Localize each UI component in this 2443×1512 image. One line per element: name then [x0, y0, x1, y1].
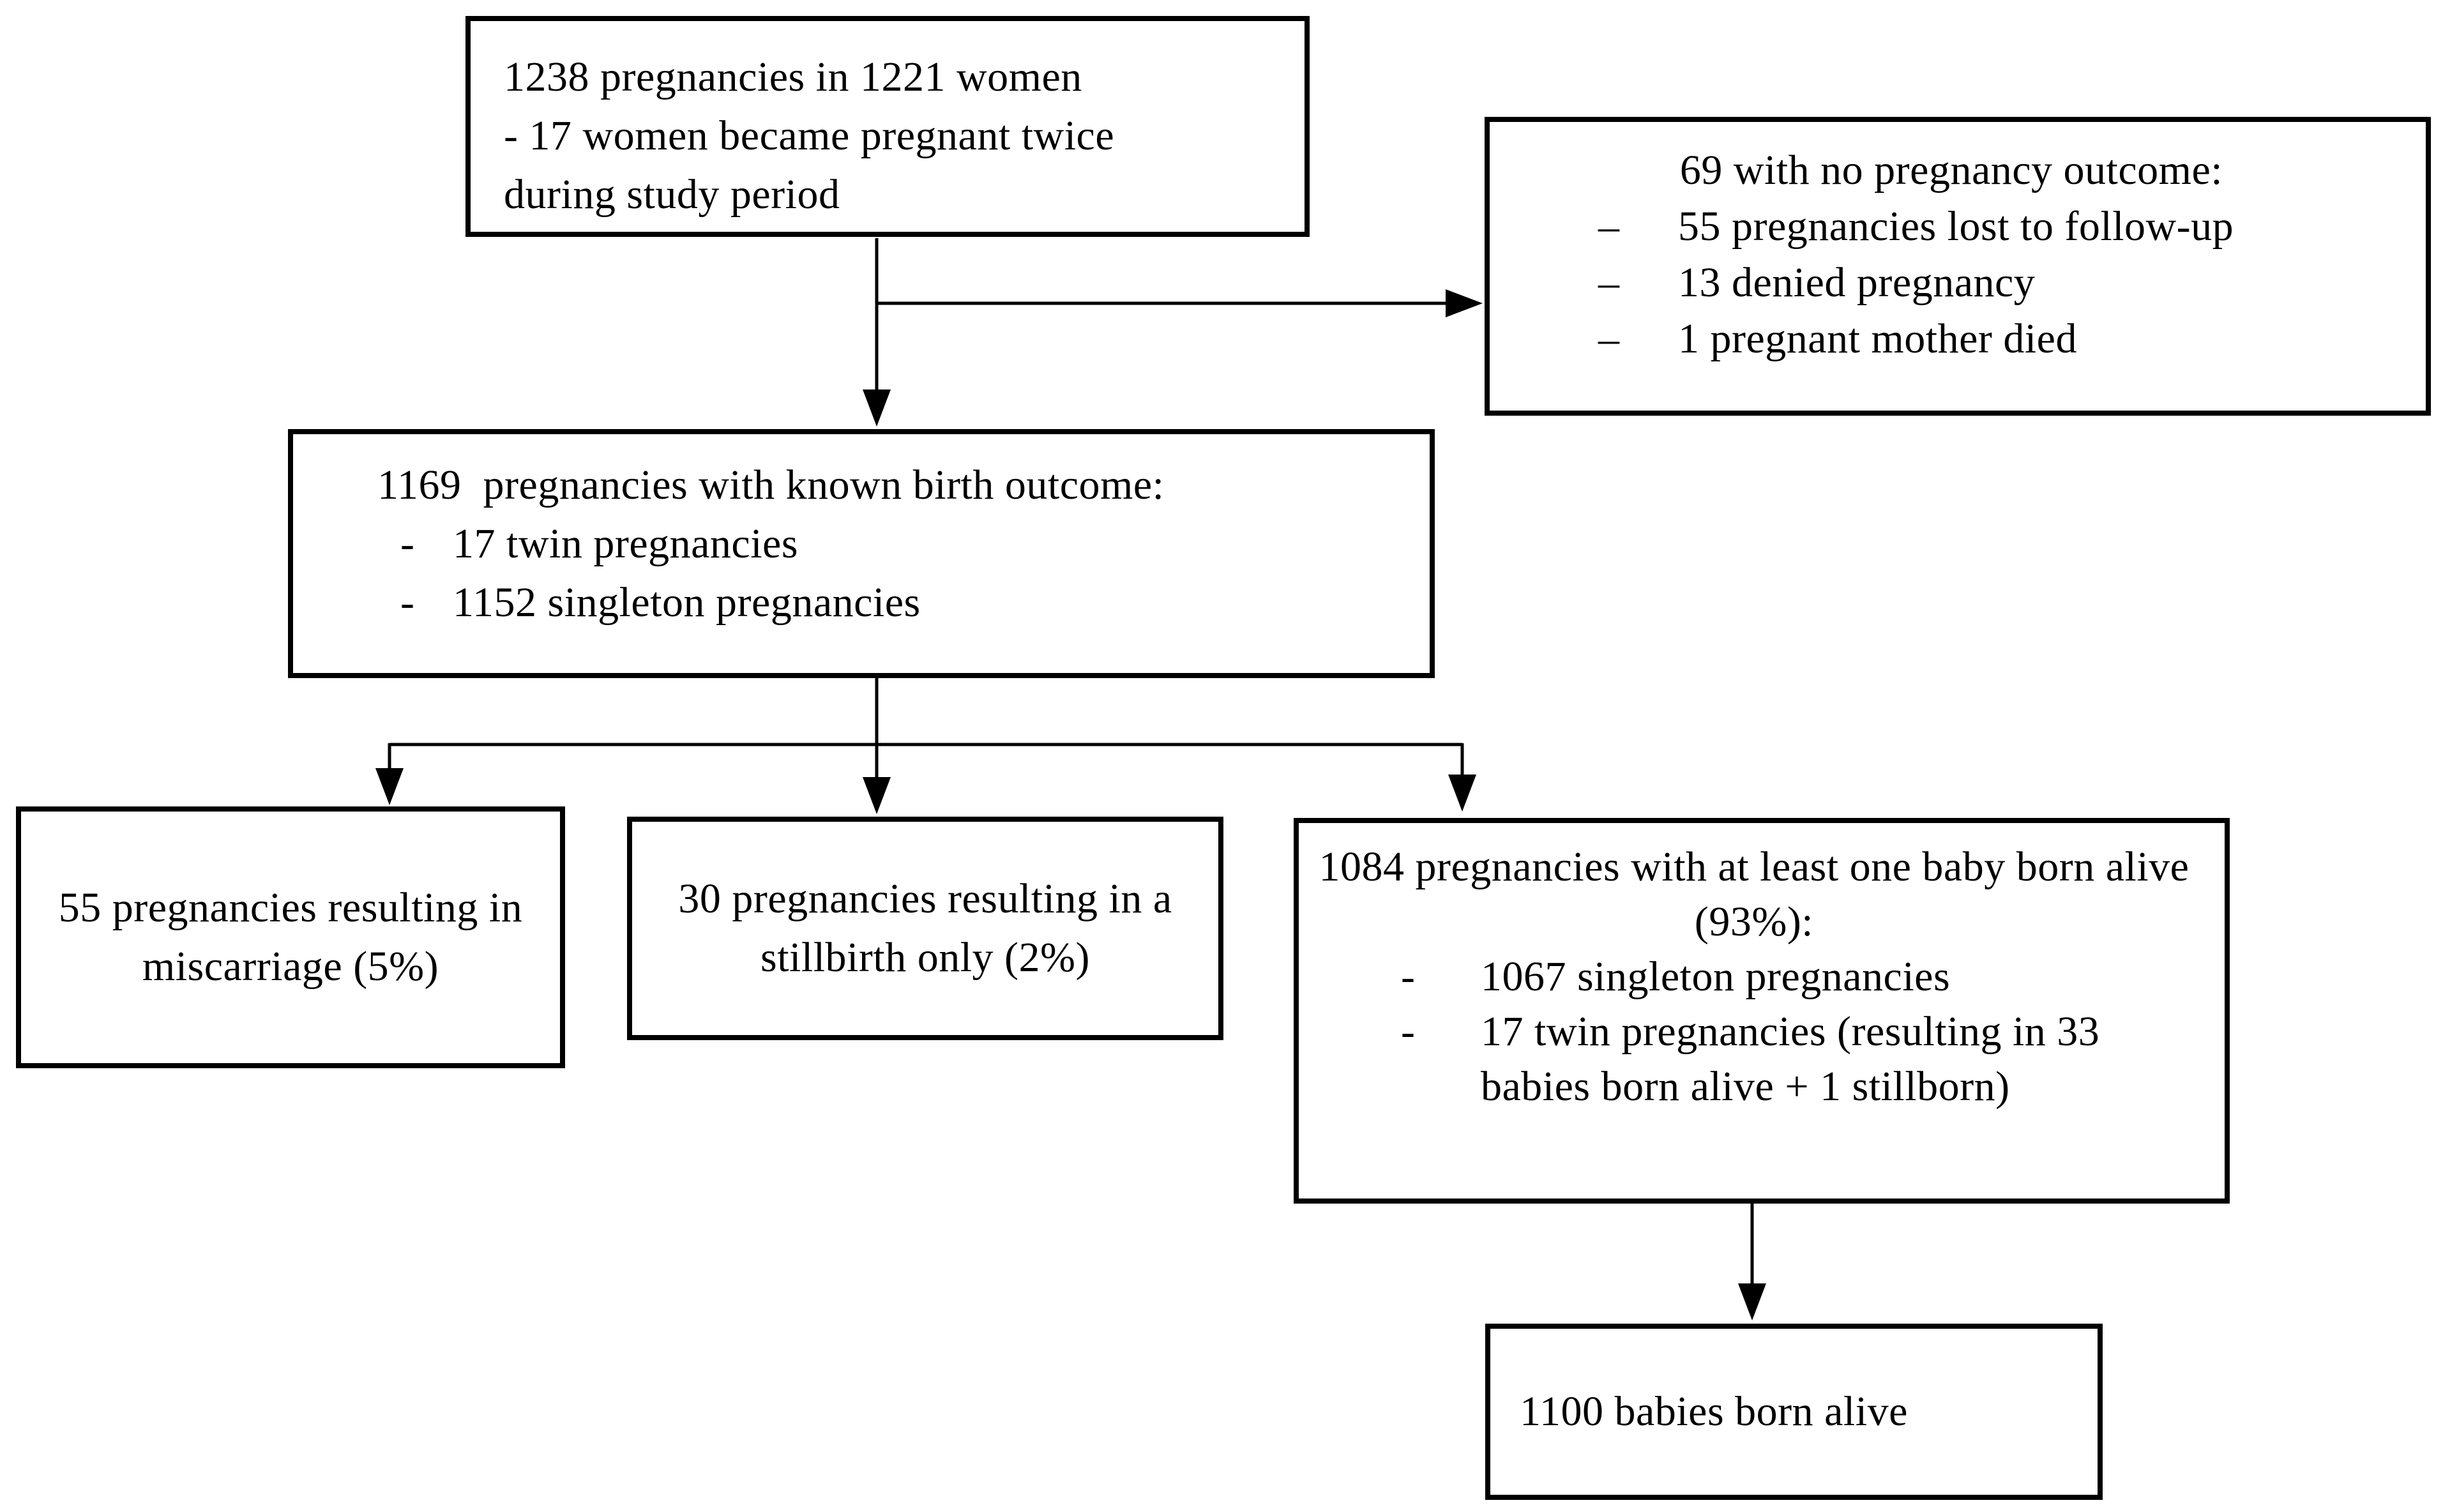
arrowhead-down-known-outcome — [863, 389, 891, 427]
born-alive-item-singleton: - 1067 singleton pregnancies — [1299, 949, 2209, 1004]
box-miscarriage: 55 pregnancies resulting in miscarriage … — [16, 806, 565, 1068]
known-outcome-item-text: 17 twin pregnancies — [453, 520, 799, 567]
known-outcome-item-singleton: - 1152 singleton pregnancies — [293, 573, 1417, 632]
no-outcome-item-mother-died: – 1 pregnant mother died — [1490, 311, 2413, 367]
box-babies-born-alive: 1100 babies born alive — [1485, 1324, 2103, 1500]
arrowhead-down-stillbirth — [863, 777, 891, 814]
born-alive-item-text: 17 twin pregnancies (resulting in 33 bab… — [1481, 1008, 2100, 1110]
box-baby-born-alive: 1084 pregnancies with at least one baby … — [1294, 818, 2230, 1204]
no-outcome-item-text: 13 denied pregnancy — [1678, 259, 2036, 306]
dash-bullet: – — [1598, 203, 1620, 250]
no-outcome-item-denied-pregnancy: – 13 denied pregnancy — [1490, 255, 2413, 311]
initial-line-1: 1238 pregnancies in 1221 women — [504, 54, 1082, 100]
dash-bullet: - — [1401, 953, 1416, 1000]
dash-bullet: - — [1401, 1008, 1416, 1055]
known-outcome-title: 1169 pregnancies with known birth outcom… — [377, 462, 1165, 508]
box-stillbirth-only: 30 pregnancies resulting in a stillbirth… — [627, 817, 1223, 1040]
initial-line-3: during study period — [504, 171, 840, 218]
dash-bullet: – — [1598, 315, 1620, 362]
no-outcome-item-text: 55 pregnancies lost to follow-up — [1678, 203, 2234, 250]
dash-bullet: - — [400, 520, 415, 567]
no-outcome-item-text: 1 pregnant mother died — [1678, 315, 2077, 362]
no-outcome-title: 69 with no pregnancy outcome: — [1679, 147, 2223, 193]
box-known-birth-outcome: 1169 pregnancies with known birth outcom… — [288, 429, 1435, 678]
arrowhead-right-no-outcome — [1446, 289, 1483, 317]
dash-bullet: – — [1598, 259, 1620, 306]
born-alive-item-twin: - 17 twin pregnancies (resulting in 33 b… — [1299, 1004, 2209, 1114]
dash-bullet: - — [400, 579, 415, 626]
box-no-pregnancy-outcome: 69 with no pregnancy outcome: – 55 pregn… — [1485, 117, 2431, 416]
no-outcome-item-lost-to-follow-up: – 55 pregnancies lost to follow-up — [1490, 199, 2413, 255]
known-outcome-item-text: 1152 singleton pregnancies — [453, 579, 921, 626]
known-outcome-item-twin: - 17 twin pregnancies — [293, 515, 1417, 573]
initial-line-2: - 17 women became pregnant twice — [504, 112, 1115, 159]
stillbirth-text: 30 pregnancies resulting in a stillbirth… — [678, 875, 1172, 981]
arrowhead-down-babies — [1738, 1283, 1766, 1320]
box-initial-pregnancies: 1238 pregnancies in 1221 women - 17 wome… — [465, 16, 1310, 237]
arrowhead-down-born-alive — [1448, 775, 1476, 812]
babies-text: 1100 babies born alive — [1520, 1388, 1908, 1435]
born-alive-title: 1084 pregnancies with at least one baby … — [1319, 843, 2190, 945]
born-alive-item-text: 1067 singleton pregnancies — [1481, 953, 1951, 1000]
arrowhead-down-miscarriage — [375, 768, 404, 805]
miscarriage-text: 55 pregnancies resulting in miscarriage … — [58, 884, 523, 990]
